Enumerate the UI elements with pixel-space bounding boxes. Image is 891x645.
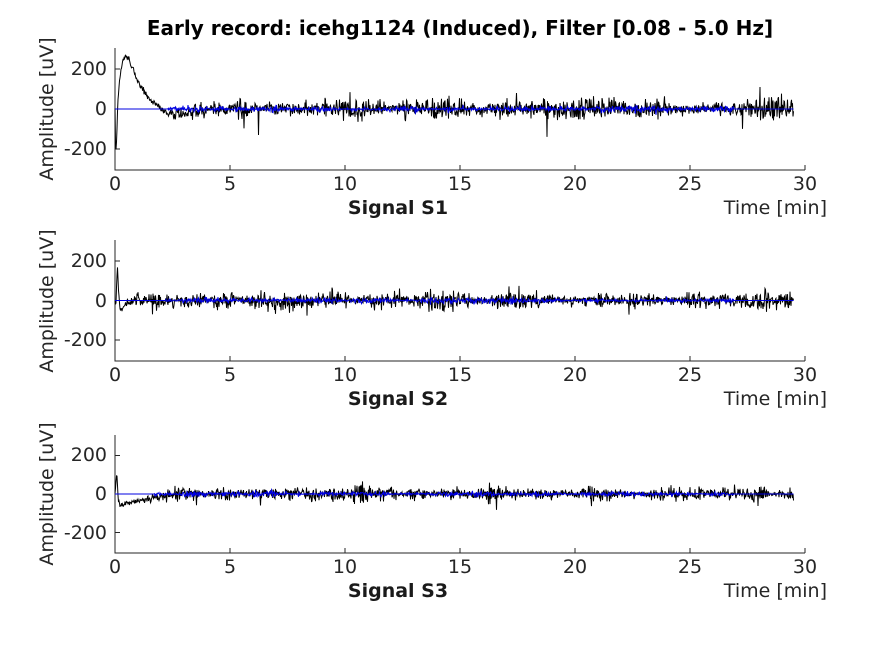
x-ticks-s2 [114,356,806,361]
x-tick-label: 15 [447,364,473,386]
y-tick-label: 0 [94,289,107,312]
x-axis-label-s3: Time [min] [723,580,827,602]
x-tick-label: 15 [447,173,473,195]
filtered-signal-s1 [115,104,794,116]
subplot-title-s1: Signal S1 [347,197,449,219]
x-tick-label: 10 [332,173,358,195]
x-tick-label: 30 [792,364,818,386]
y-tick-label: -200 [63,329,107,352]
x-tick-label: 25 [677,364,703,386]
y-tick-label: 200 [70,249,107,272]
subplot-title-s3: Signal S3 [347,580,449,602]
subplot-title-s2: Signal S2 [347,388,449,410]
filtered-signal-s2 [115,295,794,306]
y-tick-label: 200 [70,58,107,80]
x-tick-label: 0 [108,173,122,195]
y-tick-label: 200 [70,444,107,467]
raw-signal-s1 [114,54,794,150]
x-tick-label: 5 [223,556,237,578]
x-tick-label: 30 [792,173,818,195]
raw-signal-s2 [114,267,794,316]
x-tick-label: 20 [562,556,588,578]
x-tick-label: 15 [447,556,473,578]
x-tick-label: 20 [562,364,588,386]
x-tick-label: 0 [108,556,122,578]
y-tick-label: 0 [94,98,107,120]
x-ticks-s3 [114,548,806,553]
x-axis-label-s1: Time [min] [723,197,827,219]
x-tick-label: 10 [332,556,358,578]
y-tick-label: 0 [94,483,107,505]
x-tick-label: 5 [223,364,237,386]
y-tick-label: -200 [63,521,107,544]
x-tick-label: 25 [677,556,703,578]
x-tick-label: 20 [562,173,588,195]
x-axis-label-s2: Time [min] [723,388,827,410]
x-ticks-s1 [114,165,806,170]
x-tick-label: 10 [332,364,358,386]
y-tick-label: -200 [63,138,107,160]
figure-title: Early record: icehg1124 (Induced), Filte… [146,16,774,40]
x-tick-label: 5 [223,173,237,195]
x-tick-label: 30 [792,556,818,578]
x-tick-label: 0 [108,364,122,386]
x-tick-label: 25 [677,173,703,195]
filtered-signal-s3 [115,487,794,499]
